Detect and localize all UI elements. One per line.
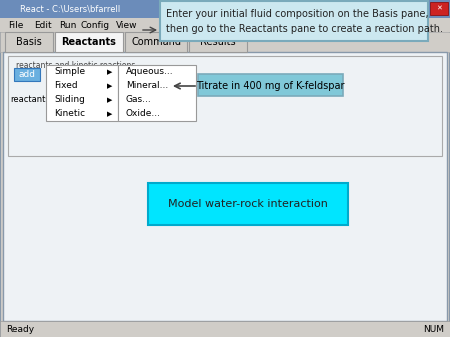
FancyBboxPatch shape <box>0 18 450 32</box>
Text: add: add <box>18 70 36 79</box>
Text: Simple: Simple <box>54 67 85 76</box>
FancyBboxPatch shape <box>414 2 428 15</box>
Text: ▶: ▶ <box>107 83 112 89</box>
Text: Reactants: Reactants <box>62 37 117 47</box>
FancyBboxPatch shape <box>46 65 118 121</box>
Text: □: □ <box>418 5 424 11</box>
FancyBboxPatch shape <box>160 1 428 41</box>
FancyBboxPatch shape <box>0 321 450 337</box>
FancyBboxPatch shape <box>55 32 123 52</box>
FancyBboxPatch shape <box>0 0 450 18</box>
Text: NUM: NUM <box>423 325 444 334</box>
Text: React - C:\Users\bfarrell: React - C:\Users\bfarrell <box>20 4 120 13</box>
Text: File: File <box>8 21 23 30</box>
Text: Model water-rock interaction: Model water-rock interaction <box>168 199 328 209</box>
FancyBboxPatch shape <box>14 68 40 81</box>
Text: Aqueous...: Aqueous... <box>126 67 174 76</box>
Text: Results: Results <box>200 37 236 47</box>
Text: Basis: Basis <box>16 37 42 47</box>
Text: Oxide...: Oxide... <box>126 110 161 119</box>
Text: Titrate in 400 mg of K-feldspar: Titrate in 400 mg of K-feldspar <box>196 81 345 91</box>
FancyBboxPatch shape <box>198 74 343 96</box>
Text: Mineral...: Mineral... <box>126 82 168 91</box>
FancyBboxPatch shape <box>148 183 348 225</box>
Text: Edit: Edit <box>34 21 51 30</box>
Text: Sliding: Sliding <box>54 95 85 104</box>
FancyBboxPatch shape <box>189 32 247 52</box>
Text: Config: Config <box>80 21 109 30</box>
FancyBboxPatch shape <box>5 32 53 52</box>
Text: View: View <box>117 21 138 30</box>
Text: Gas...: Gas... <box>126 95 152 104</box>
FancyBboxPatch shape <box>8 56 442 156</box>
FancyBboxPatch shape <box>0 32 450 52</box>
FancyBboxPatch shape <box>398 2 412 15</box>
FancyBboxPatch shape <box>430 2 448 15</box>
Text: Kinetic: Kinetic <box>54 110 85 119</box>
Text: ✕: ✕ <box>436 5 442 11</box>
Text: ▶: ▶ <box>107 97 112 103</box>
Text: reactants and kinetic reactions: reactants and kinetic reactions <box>16 61 135 70</box>
Text: Run: Run <box>59 21 77 30</box>
FancyBboxPatch shape <box>3 52 447 321</box>
Text: Fixed: Fixed <box>54 82 77 91</box>
Text: Enter your initial fluid composition on the Basis pane,: Enter your initial fluid composition on … <box>166 9 428 19</box>
Text: then go to the Reactants pane to create a reaction path.: then go to the Reactants pane to create … <box>166 24 443 34</box>
FancyBboxPatch shape <box>118 65 196 121</box>
Text: reactants: reactants <box>10 95 50 104</box>
FancyBboxPatch shape <box>125 32 187 52</box>
Text: ─: ─ <box>403 5 407 11</box>
Text: Command: Command <box>131 37 181 47</box>
Text: Ready: Ready <box>6 325 34 334</box>
Text: ▶: ▶ <box>107 111 112 117</box>
Text: ▶: ▶ <box>107 69 112 75</box>
